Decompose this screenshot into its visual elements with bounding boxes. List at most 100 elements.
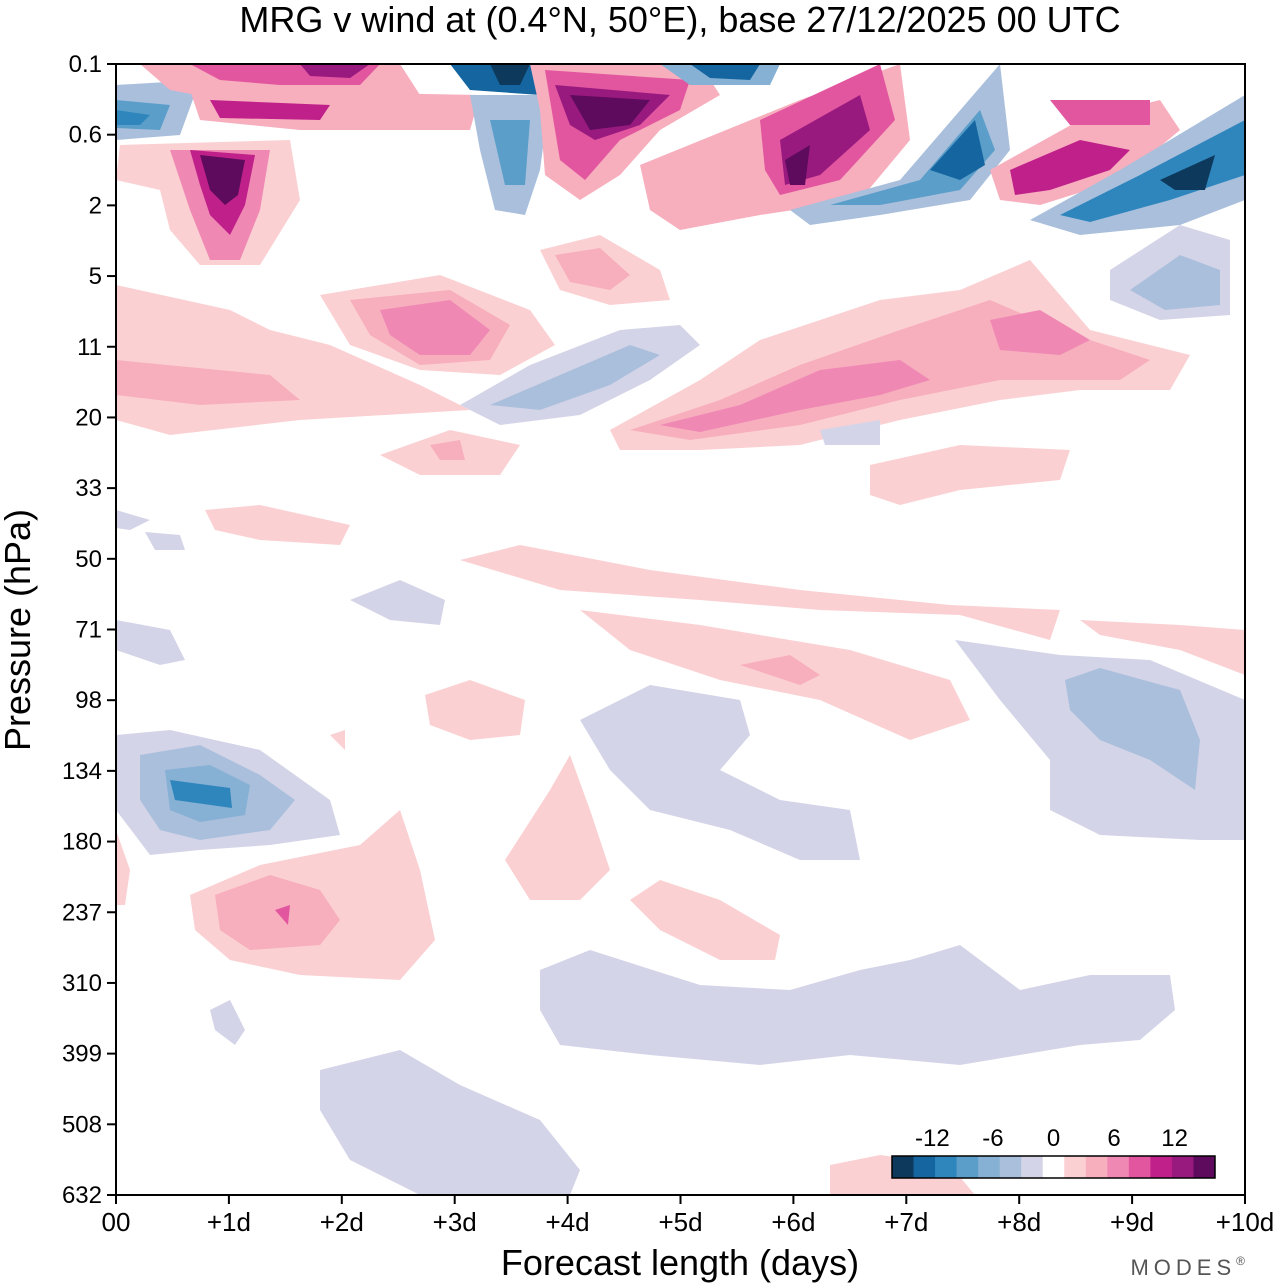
legend-swatch (913, 1156, 936, 1178)
y-tick-label: 2 (89, 192, 102, 219)
contour-neg-mid (1065, 668, 1200, 790)
y-tick-label: 632 (62, 1182, 102, 1209)
contour-neg-max (490, 64, 530, 85)
contour-neg-light (580, 685, 860, 860)
y-tick-label: 11 (77, 334, 102, 361)
x-tick-label: +3d (433, 1207, 477, 1237)
contour-pos-light (116, 830, 130, 905)
contour-pos-mid (116, 360, 300, 405)
contour-neg-light (350, 580, 445, 625)
legend-tick-label: 6 (1107, 1125, 1120, 1152)
y-tick-label: 50 (75, 546, 102, 573)
contour-pos-mid (740, 655, 820, 685)
contour-pos-light (460, 545, 1060, 640)
x-tick-label: +10d (1216, 1207, 1275, 1237)
contour-neg-mid (830, 110, 995, 205)
x-axis-title: Forecast length (days) (501, 1242, 859, 1283)
contour-neg-light (820, 420, 880, 445)
contour-pos-max (570, 95, 650, 130)
brand-name: MODES (1130, 1255, 1236, 1280)
contour-pos-light (330, 730, 345, 750)
contour-neg-light (540, 945, 1175, 1065)
legend-swatch (1021, 1156, 1044, 1178)
contour-fills (116, 64, 1245, 1195)
contour-neg-strong (1160, 155, 1215, 190)
contour-neg-mid (1130, 255, 1220, 310)
contour-pos-strong (990, 310, 1090, 355)
legend-swatch (1128, 1156, 1151, 1178)
legend-swatch (1042, 1156, 1065, 1178)
contour-pos-strong (660, 360, 930, 432)
y-tick-label: 71 (75, 617, 102, 644)
legend-frame (891, 1155, 1216, 1179)
contour-pos-max (785, 145, 810, 185)
contour-pos-light (425, 680, 525, 740)
contour-pos-light (630, 880, 780, 960)
x-tick-label: +6d (771, 1207, 815, 1237)
legend-swatch (892, 1156, 915, 1178)
legend: -12 -6 0 6 12 (891, 1125, 1216, 1179)
contour-neg-strong (116, 110, 150, 125)
y-tick-label: 310 (62, 970, 102, 997)
x-tick-label: +7d (884, 1207, 928, 1237)
contour-neg-mid (490, 345, 660, 410)
legend-swatch (956, 1156, 979, 1178)
y-axis: 0.1 0.6 2 5 11 20 33 50 71 98 134 180 237 310 399 508 63… (62, 51, 116, 1209)
x-tick-label: +1d (207, 1207, 251, 1237)
x-tick-label: 00 (102, 1207, 131, 1237)
legend-swatch (1107, 1156, 1130, 1178)
legend-swatch (935, 1156, 958, 1178)
x-tick-label: +2d (320, 1207, 364, 1237)
chart-title: MRG v wind at (0.4°N, 50°E), base 27/12/… (239, 0, 1120, 40)
legend-swatch (1193, 1156, 1216, 1178)
contour-neg-light (210, 1000, 245, 1045)
y-tick-label: 508 (62, 1111, 102, 1138)
x-tick-label: +5d (658, 1207, 702, 1237)
legend-swatch (1150, 1156, 1173, 1178)
contour-pos-max (200, 155, 245, 205)
contour-neg-strong (930, 120, 985, 180)
legend-tick-label: 12 (1161, 1125, 1188, 1152)
legend-tick-label: 0 (1047, 1125, 1060, 1152)
y-tick-label: 0.6 (69, 122, 102, 149)
y-tick-label: 5 (89, 263, 102, 290)
x-tick-label: +4d (546, 1207, 590, 1237)
contour-neg-mid (490, 120, 530, 185)
contour-pos-light (205, 505, 350, 545)
y-tick-label: 399 (62, 1041, 102, 1068)
legend-tick-label: -6 (982, 1125, 1003, 1152)
legend-swatch (1171, 1156, 1194, 1178)
contour-pos-strong (1050, 100, 1150, 125)
legend-swatch (1085, 1156, 1108, 1178)
x-tick-label: +9d (1110, 1207, 1154, 1237)
contour-neg-light (145, 532, 185, 550)
contour-neg-light (116, 620, 185, 665)
legend-swatch (978, 1156, 1001, 1178)
contour-pos-light (190, 90, 480, 130)
contour-pos-light (505, 755, 610, 900)
contour-pos-mid (210, 100, 330, 120)
contour-neg-strong (170, 780, 232, 808)
contour-pos-mid (1010, 140, 1130, 195)
contour-pos-mid (430, 440, 465, 460)
legend-swatch (999, 1156, 1022, 1178)
brand-logo: MODES® (1130, 1254, 1250, 1280)
brand-mark: ® (1236, 1254, 1250, 1268)
contour-neg-strong (690, 64, 760, 80)
plot-area (115, 63, 1246, 1196)
contour-pos-strong (275, 905, 290, 925)
y-tick-label: 20 (75, 404, 102, 431)
legend-swatch (1064, 1156, 1087, 1178)
y-axis-title: Pressure (hPa) (0, 509, 38, 751)
x-axis: 00 +1d +2d +3d +4d +5d +6d +7d +8d +9d +10d (102, 1195, 1275, 1237)
contour-neg-mid (1060, 120, 1245, 222)
y-tick-label: 0.1 (69, 51, 102, 78)
contour-neg-light (116, 510, 150, 530)
contour-pos-light (1080, 620, 1245, 675)
contour-pos-strong (380, 300, 490, 355)
y-tick-label: 134 (62, 758, 102, 785)
x-tick-label: +8d (997, 1207, 1041, 1237)
contour-neg-light (320, 1050, 580, 1195)
contour-neg-light (1030, 95, 1245, 235)
